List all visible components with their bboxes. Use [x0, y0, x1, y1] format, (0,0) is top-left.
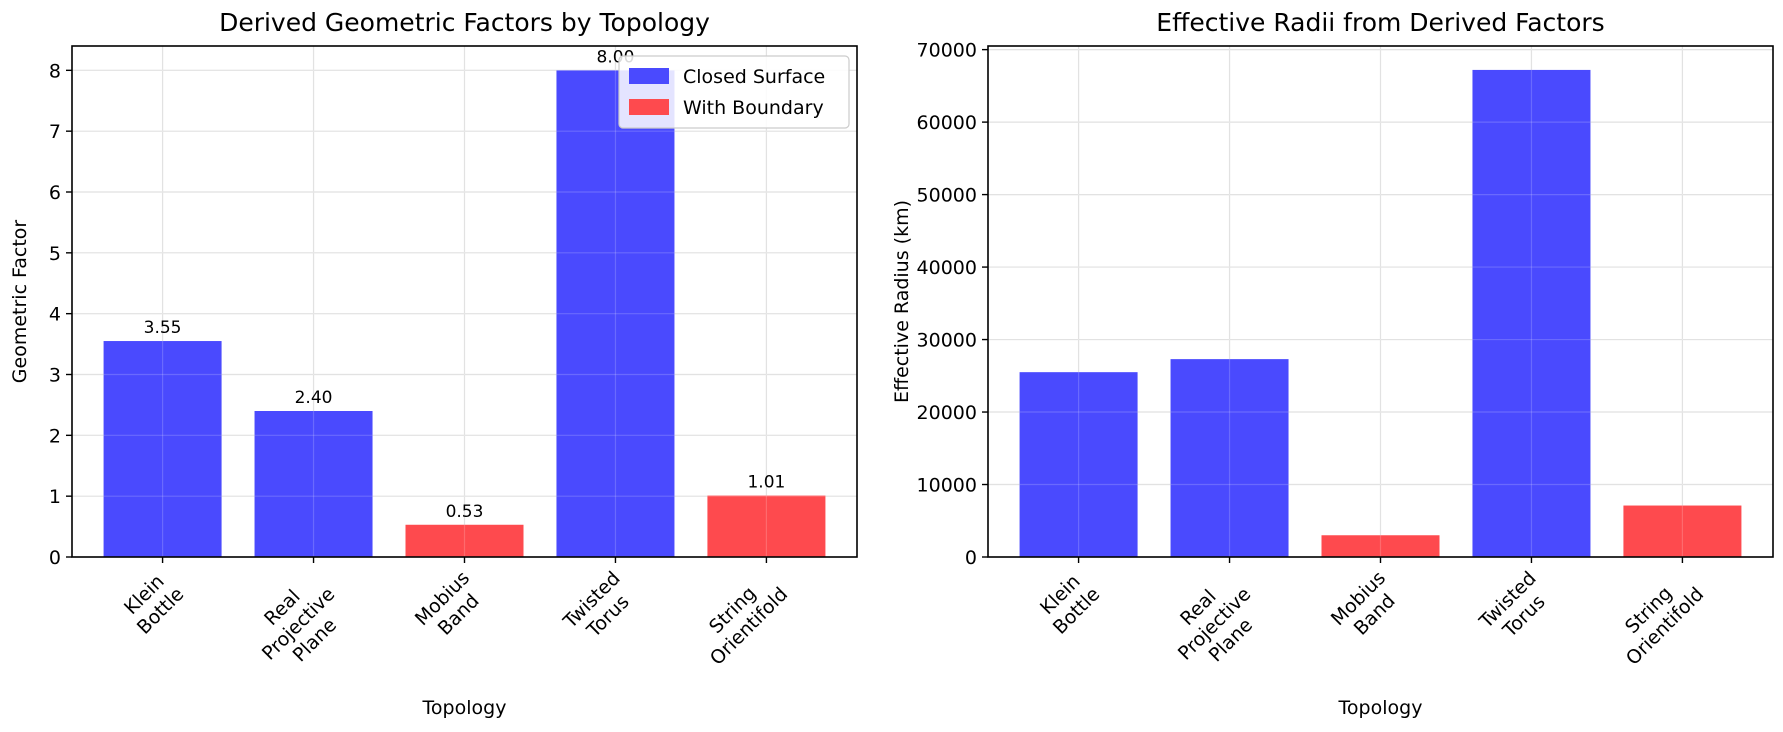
chart-title: Derived Geometric Factors by Topology: [219, 8, 710, 37]
x-tick-label: MobiusBand: [1327, 567, 1406, 646]
bar: [103, 341, 222, 557]
y-tick-label: 50000: [917, 185, 977, 207]
bar: [254, 411, 373, 557]
y-tick-label: 5: [49, 243, 61, 265]
bar: [1623, 505, 1742, 557]
legend-label: With Boundary: [683, 97, 824, 119]
y-axis-label: Effective Radius (km): [891, 200, 913, 403]
y-axis-label: Geometric Factor: [9, 220, 31, 384]
bar: [707, 495, 826, 557]
y-tick-label: 7: [49, 121, 61, 143]
data-label: 3.55: [144, 318, 182, 338]
y-tick-label: 10000: [917, 475, 977, 497]
bar: [1321, 535, 1440, 557]
y-tick-label: 40000: [917, 257, 977, 279]
y-tick-label: 70000: [917, 40, 977, 62]
data-label: 2.40: [295, 388, 333, 408]
y-tick-label: 0: [965, 547, 977, 569]
y-tick-label: 8: [49, 60, 61, 82]
bar: [1019, 372, 1138, 557]
x-axis-label: Topology: [1338, 697, 1423, 719]
y-tick-label: 0: [49, 547, 61, 569]
data-label: 1.01: [747, 473, 785, 493]
chart-title: Effective Radii from Derived Factors: [1156, 8, 1604, 37]
bar: [1472, 69, 1591, 557]
x-tick-label: KleinBottle: [1033, 567, 1105, 639]
x-tick-label: StringOrientifold: [690, 567, 793, 670]
x-tick-label: RealProjectivePlane: [242, 567, 356, 681]
y-tick-label: 1: [49, 486, 61, 508]
y-tick-label: 2: [49, 425, 61, 447]
chart-panel-geometric-factors: 3.552.400.538.001.01012345678KleinBottle…: [9, 8, 858, 719]
legend-box: [618, 55, 850, 129]
bar: [556, 70, 675, 557]
y-tick-label: 6: [49, 182, 61, 204]
y-tick-label: 30000: [917, 330, 977, 352]
y-tick-label: 4: [49, 304, 61, 326]
x-tick-label: TwistedTorus: [1475, 567, 1557, 649]
x-tick-label: KleinBottle: [117, 567, 189, 639]
legend-swatch: [629, 68, 669, 84]
y-tick-label: 3: [49, 365, 61, 387]
x-axis-label: Topology: [422, 697, 507, 719]
chart-panel-effective-radii: 0 10000 20000 30000 40000 50000 60000 70000 Klei…: [891, 8, 1774, 719]
y-tick-label: 60000: [917, 112, 977, 134]
x-tick-label: TwistedTorus: [559, 567, 641, 649]
y-tick-label: 20000: [917, 402, 977, 424]
x-tick-label: RealProjectivePlane: [1158, 567, 1272, 681]
bar: [405, 524, 524, 557]
data-label: 0.53: [446, 502, 484, 522]
x-tick-label: MobiusBand: [411, 567, 490, 646]
x-tick-label: StringOrientifold: [1606, 567, 1709, 670]
bar: [1170, 359, 1289, 557]
legend-label: Closed Surface: [683, 66, 825, 88]
legend-swatch: [629, 99, 669, 115]
